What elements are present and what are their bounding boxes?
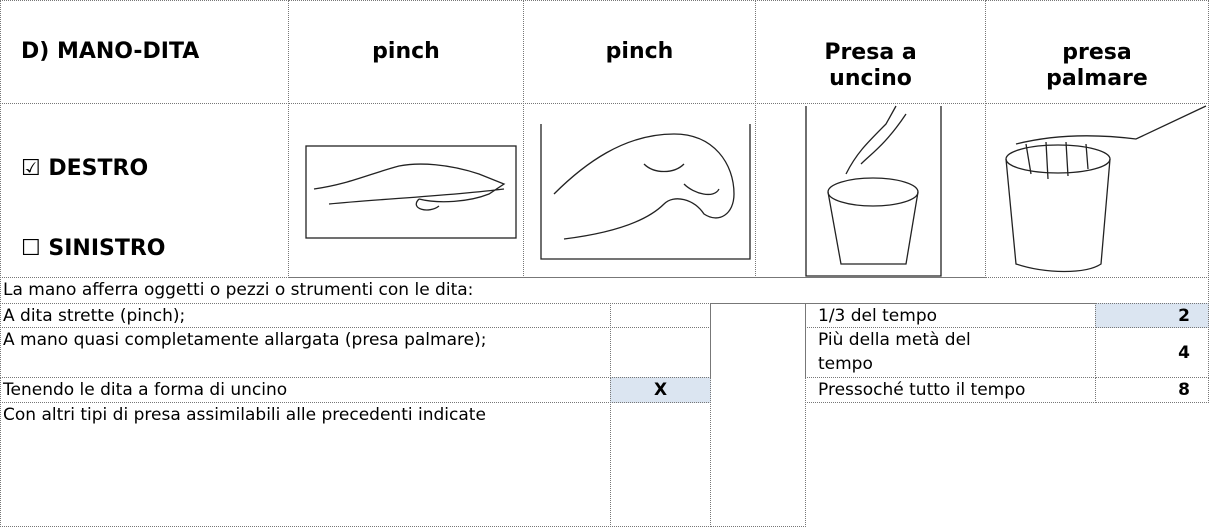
grip-mark [610, 327, 711, 378]
header-cell: D) MANO-DITA [0, 0, 289, 104]
image-cell [288, 103, 524, 278]
checkbox-left: ☐ SINISTRO [21, 236, 166, 261]
grip-label: A mano quasi completamente allargata (pr… [0, 327, 611, 378]
grip-mark: X [610, 377, 711, 403]
header-cell: presa palmare [985, 0, 1209, 104]
header-cell: pinch [523, 0, 756, 104]
time-label: Più della metà del tempo [805, 327, 1096, 378]
image-cell [985, 103, 1209, 278]
time-label: Pressoché tutto il tempo [805, 377, 1096, 403]
pinch-image [305, 145, 517, 239]
time-score: 4 [1095, 327, 1209, 378]
grip-label: Con altri tipi di presa assimilabili all… [0, 402, 611, 527]
image-cell [523, 103, 756, 278]
grip-mark [610, 402, 711, 527]
checkbox-right: ☑ DESTRO [21, 156, 149, 181]
hook-image [805, 105, 942, 277]
intro: La mano afferra oggetti o pezzi o strume… [0, 277, 1209, 304]
side-cell: ☑ DESTRO ☐ SINISTRO [0, 103, 289, 278]
grip-mark [610, 303, 711, 328]
time-label: 1/3 del tempo [805, 303, 1096, 328]
image-cell [755, 103, 986, 278]
pinch-image [540, 124, 751, 260]
grip-label: Tenendo le dita a forma di uncino [0, 377, 611, 403]
grip-label: A dita strette (pinch); [0, 303, 611, 328]
header-cell: Presa a uncino [755, 0, 986, 104]
spacer [710, 303, 806, 527]
palm-image [1005, 105, 1207, 273]
time-score: 8 [1095, 377, 1209, 403]
time-score: 2 [1095, 303, 1209, 328]
header-cell: pinch [288, 0, 524, 104]
